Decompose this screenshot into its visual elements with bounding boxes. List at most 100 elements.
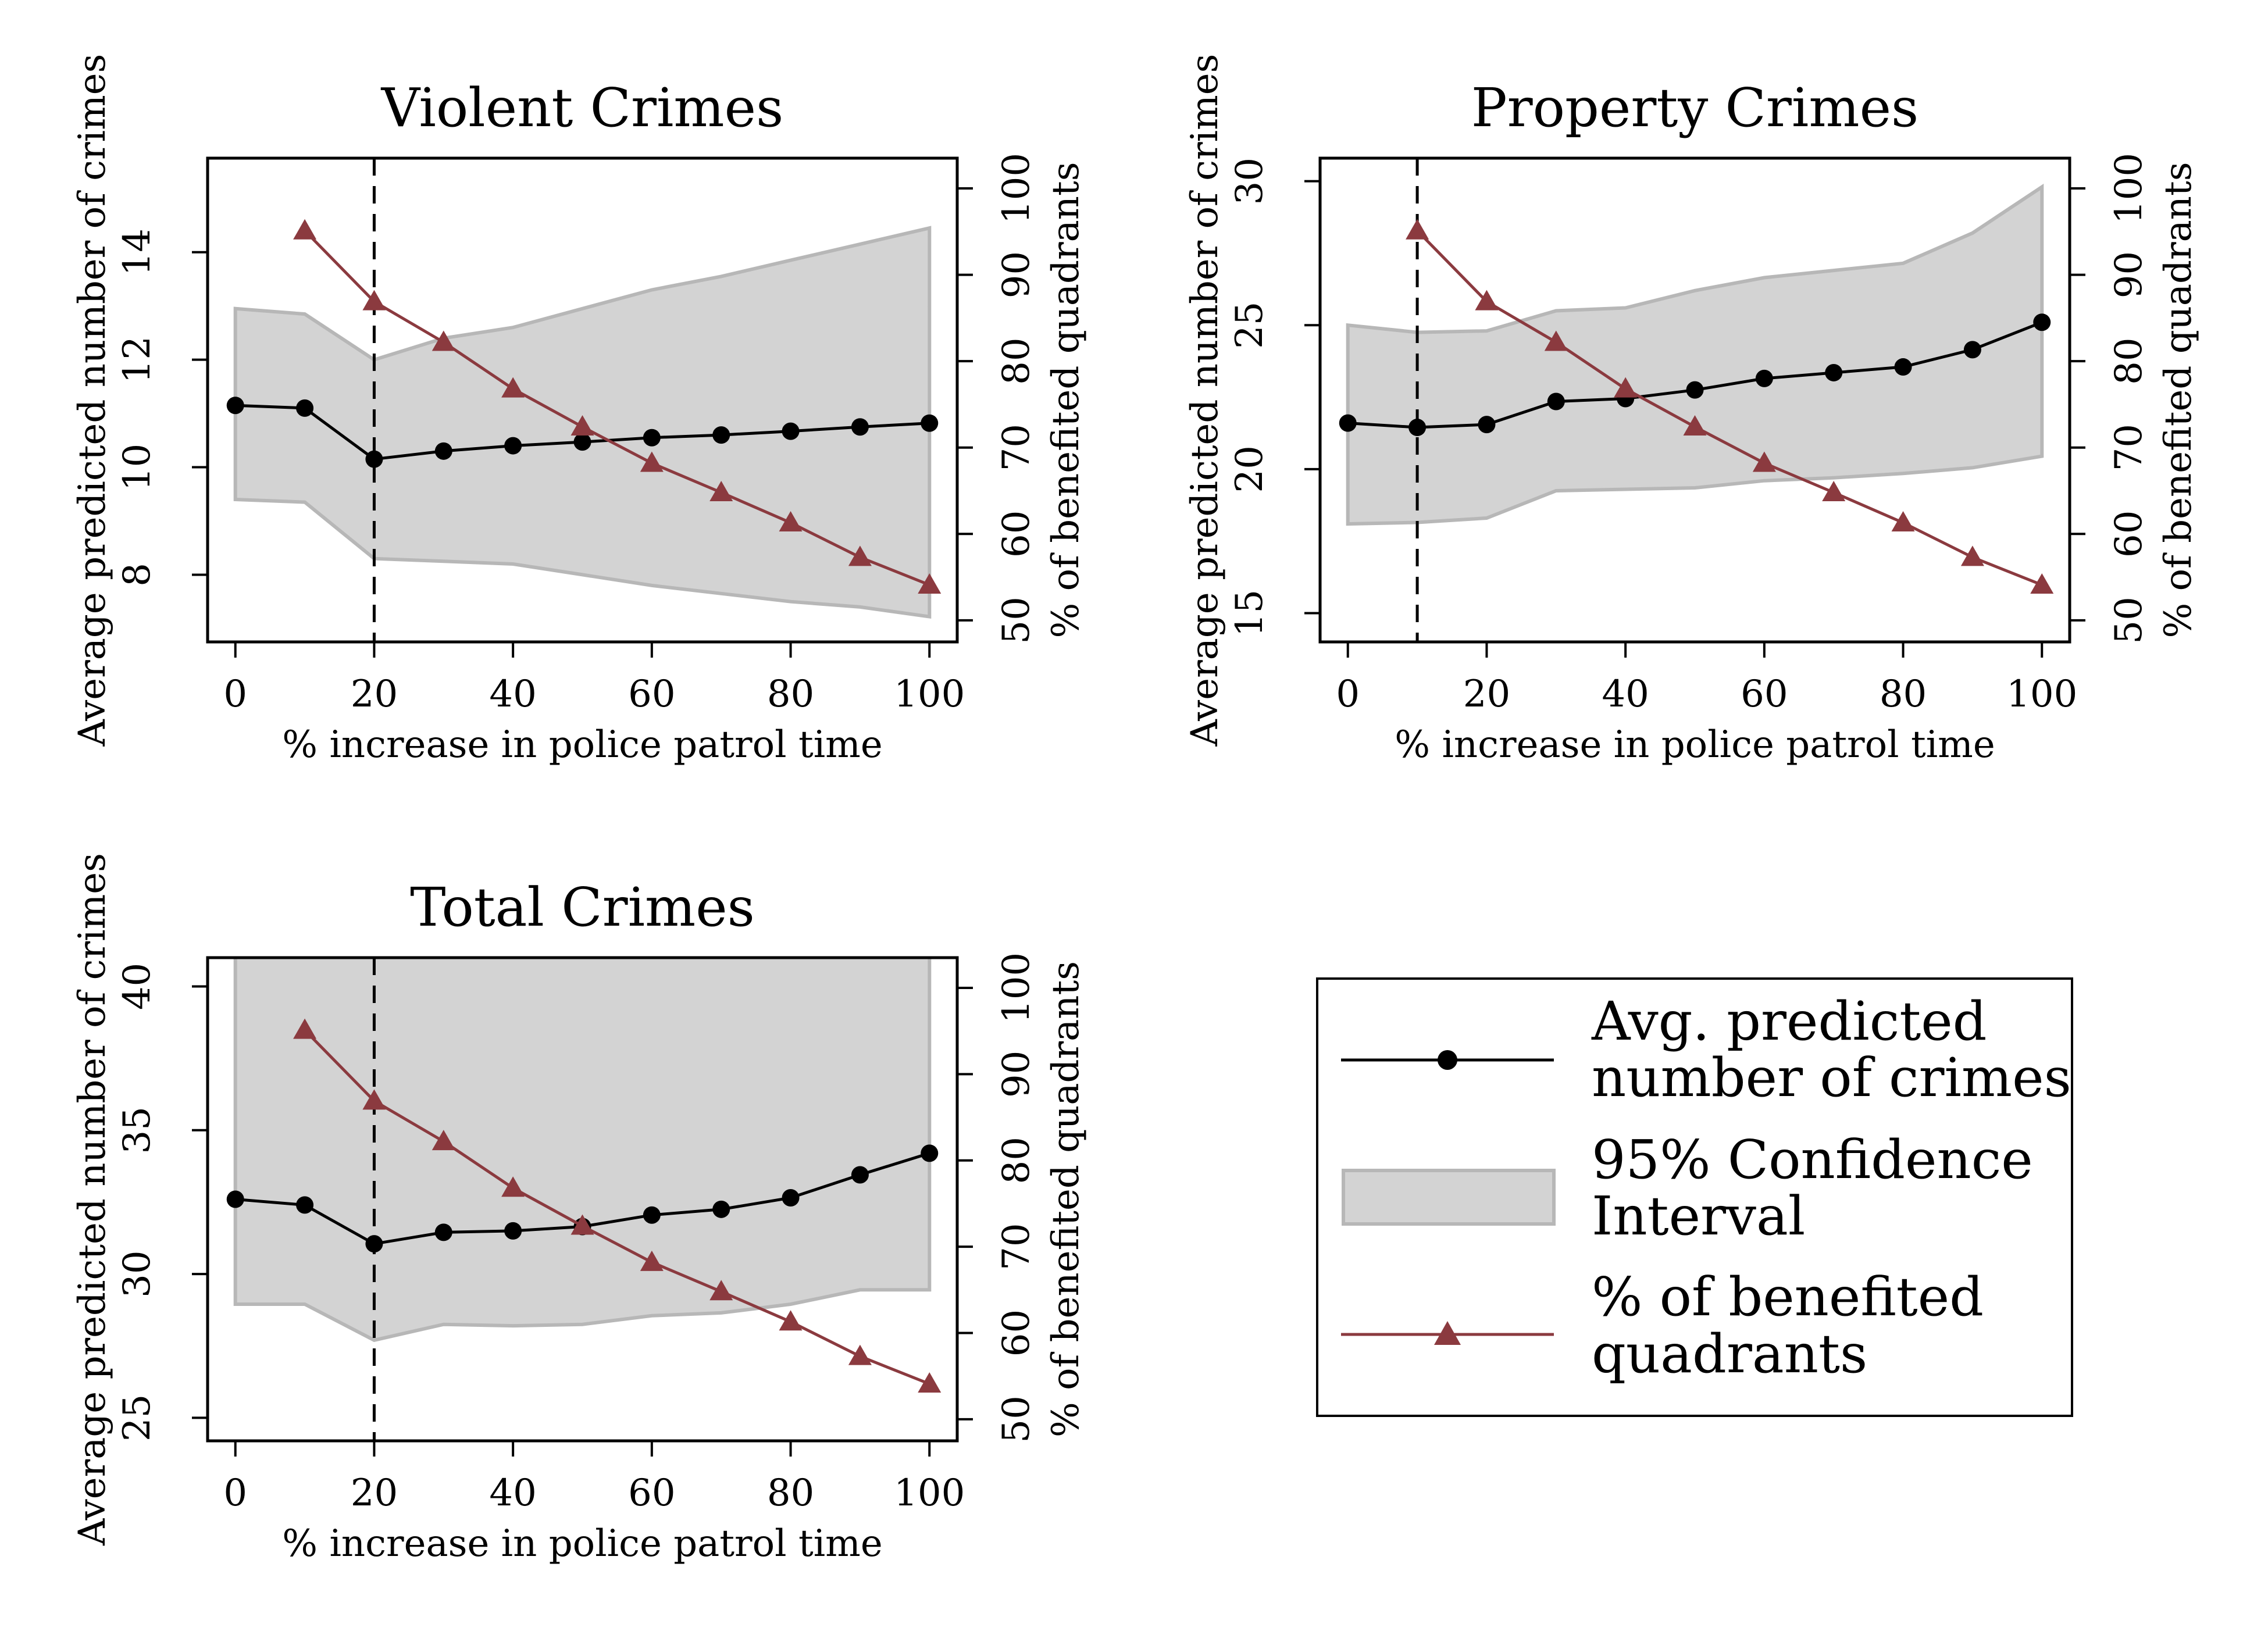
y-tick-label: 14 xyxy=(116,229,159,276)
benefited-quadrants-point xyxy=(1544,330,1568,351)
legend: Avg. predicted number of crimes 95% Conf… xyxy=(1316,977,2073,1417)
y2-tick-label: 50 xyxy=(995,1395,1038,1443)
violent-crimes-title: Violent Crimes xyxy=(381,77,784,139)
benefited-quadrants-point xyxy=(918,573,942,594)
benefited-quadrants-line xyxy=(304,1029,930,1386)
y2-tick-label: 100 xyxy=(995,153,1038,224)
benefited-quadrants-point xyxy=(2030,573,2054,594)
predicted-crimes-point xyxy=(1686,381,1704,399)
y2-axis-label: % of benefited quadrants xyxy=(1044,961,1087,1437)
total-crimes-panel: 0 20 40 60 80 100 25 30 35 40 50 60 70 80 90 100 Total C… xyxy=(71,853,1087,1565)
predicted-crimes-point xyxy=(1963,341,1981,359)
y-axis-label: Average predicted number of crimes xyxy=(71,54,114,747)
y2-tick-label: 70 xyxy=(995,424,1038,471)
x-tick-label: 0 xyxy=(223,1472,247,1515)
y-tick-label: 20 xyxy=(1228,445,1271,492)
x-tick-label: 80 xyxy=(767,673,814,716)
benefited-quadrants-point xyxy=(501,377,525,398)
predicted-crimes-point xyxy=(782,1189,800,1207)
benefited-quadrants-point xyxy=(432,1130,455,1151)
benefited-quadrants-point xyxy=(709,1280,733,1301)
y2-axis-label: % of benefited quadrants xyxy=(2157,162,2200,638)
y-axis-label: Average predicted number of crimes xyxy=(1183,54,1226,747)
predicted-crimes-point xyxy=(1408,419,1427,437)
benefited-quadrants-point xyxy=(918,1372,942,1393)
y2-tick-label: 80 xyxy=(995,1137,1038,1184)
predicted-crimes-point xyxy=(1478,416,1496,434)
y2-tick-label: 60 xyxy=(995,511,1038,558)
benefited-quadrants-point xyxy=(570,415,594,436)
legend-benefited-label-1: % of benefited xyxy=(1592,1266,1984,1328)
legend-benefited-marker xyxy=(1434,1321,1461,1345)
predicted-crimes-point xyxy=(1894,358,1912,376)
predicted-crimes-point xyxy=(782,422,800,440)
x-tick-label: 20 xyxy=(351,1472,398,1515)
benefited-quadrants-point xyxy=(1406,219,1429,240)
predicted-crimes-point xyxy=(1339,414,1357,432)
property-crimes-title: Property Crimes xyxy=(1471,77,1918,139)
benefited-quadrants-point xyxy=(1475,290,1499,310)
y2-tick-label: 80 xyxy=(2107,337,2151,384)
plot-frame xyxy=(1318,156,2071,644)
benefited-quadrants-point xyxy=(570,1214,594,1235)
y-axis-label: Average predicted number of crimes xyxy=(71,853,114,1546)
x-tick-label: 0 xyxy=(223,673,247,716)
y2-tick-label: 50 xyxy=(995,597,1038,644)
benefited-quadrants-point xyxy=(1960,545,1984,566)
y2-tick-label: 60 xyxy=(995,1309,1038,1357)
y-tick-label: 35 xyxy=(116,1107,159,1154)
y2-tick-label: 100 xyxy=(995,952,1038,1023)
benefited-quadrants-point xyxy=(293,1018,317,1039)
violent-crimes-panel: 0 20 40 60 80 100 8 10 12 14 50 60 70 80 90 100 Violent … xyxy=(71,54,1087,767)
x-tick-label: 100 xyxy=(894,1472,965,1515)
x-tick-label: 100 xyxy=(2006,673,2077,716)
x-axis-label: % increase in police patrol time xyxy=(282,723,882,766)
predicted-crimes-point xyxy=(851,418,869,436)
benefited-quadrants-point xyxy=(1822,480,1846,501)
x-tick-label: 20 xyxy=(1463,673,1510,716)
benefited-quadrants-point xyxy=(1752,451,1776,472)
y2-tick-label: 70 xyxy=(2107,424,2151,471)
x-axis-label: % increase in police patrol time xyxy=(282,1522,882,1565)
y-tick-label: 25 xyxy=(116,1394,159,1441)
predicted-crimes-point xyxy=(921,1144,939,1162)
x-tick-label: 80 xyxy=(1880,673,1927,716)
predicted-crimes-point xyxy=(226,397,244,415)
total-crimes-title: Total Crimes xyxy=(410,876,755,938)
y-tick-label: 40 xyxy=(116,963,159,1010)
benefited-quadrants-point xyxy=(709,480,733,501)
plot-frame xyxy=(206,156,959,644)
predicted-crimes-point xyxy=(1547,392,1565,411)
predicted-crimes-point xyxy=(296,1196,314,1214)
predicted-crimes-point xyxy=(296,399,314,417)
benefited-quadrants-point xyxy=(1614,377,1638,398)
y2-tick-label: 90 xyxy=(995,1051,1038,1098)
predicted-crimes-point xyxy=(504,437,522,455)
predicted-crimes-point xyxy=(434,442,452,460)
predicted-crimes-point xyxy=(365,1235,383,1253)
predicted-crimes-point xyxy=(643,1206,661,1224)
predicted-crimes-point xyxy=(2033,313,2051,331)
y-tick-label: 8 xyxy=(116,563,159,587)
x-tick-label: 60 xyxy=(628,1472,675,1515)
y2-tick-label: 80 xyxy=(995,337,1038,384)
y2-tick-label: 90 xyxy=(2107,251,2151,298)
x-tick-label: 20 xyxy=(351,673,398,716)
x-tick-label: 40 xyxy=(489,673,536,716)
predicted-crimes-point xyxy=(712,1200,730,1218)
benefited-quadrants-point xyxy=(293,219,317,240)
predicted-crimes-point xyxy=(643,429,661,447)
y-tick-label: 10 xyxy=(116,444,159,491)
legend-ci-swatch xyxy=(1342,1169,1556,1226)
benefited-quadrants-point xyxy=(1683,415,1707,436)
y-tick-label: 15 xyxy=(1228,590,1271,637)
x-tick-label: 80 xyxy=(767,1472,814,1515)
x-tick-label: 0 xyxy=(1336,673,1360,716)
y2-tick-label: 60 xyxy=(2107,511,2151,558)
x-tick-label: 100 xyxy=(894,673,965,716)
predicted-crimes-point xyxy=(365,450,383,468)
y2-tick-label: 70 xyxy=(995,1223,1038,1270)
predicted-crimes-point xyxy=(1755,369,1773,387)
benefited-quadrants-point xyxy=(432,330,455,351)
